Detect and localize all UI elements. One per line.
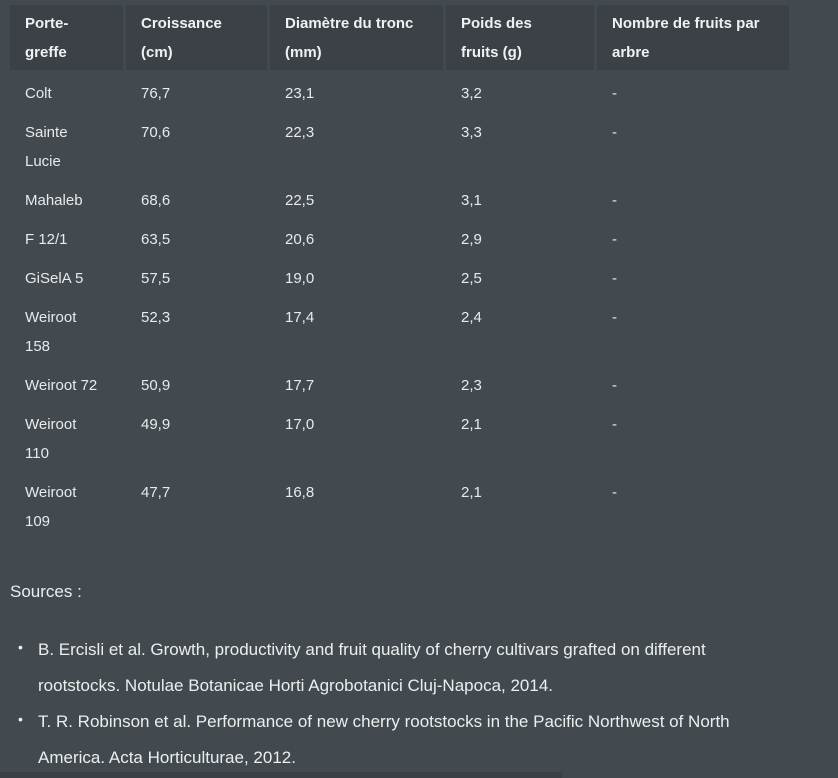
- table-cell: -: [612, 309, 617, 326]
- table-row: GiSelA 5 57,5 19,0 2,5 -: [10, 259, 789, 298]
- bullet-icon: •: [18, 639, 23, 655]
- table-header-row: Porte- greffe Croissance (cm) Diamètre d…: [10, 5, 789, 70]
- table-cell: 2,5: [461, 270, 482, 287]
- table-cell-rootstock: Sainte Lucie: [25, 124, 68, 170]
- table-cell: 17,7: [285, 377, 315, 394]
- table-cell-rootstock: F 12/1: [25, 231, 68, 248]
- table-cell: 47,7: [141, 484, 171, 501]
- table-cell: 68,6: [141, 192, 171, 209]
- table-cell: -: [612, 192, 617, 209]
- table-row: Weiroot 109 47,7 16,8 2,1 -: [10, 473, 789, 541]
- table-row: Weiroot 158 52,3 17,4 2,4 -: [10, 298, 789, 366]
- table-cell: -: [612, 85, 617, 102]
- table-cell: 63,5: [141, 231, 171, 248]
- table-cell: 23,1: [285, 85, 315, 102]
- table-cell: 19,0: [285, 270, 315, 287]
- table-cell: 3,2: [461, 85, 482, 102]
- table-cell: 2,1: [461, 416, 482, 433]
- table-row: Colt 76,7 23,1 3,2 -: [10, 70, 789, 113]
- source-item: • B. Ercisli et al. Growth, productivity…: [10, 632, 738, 704]
- table-cell: 3,3: [461, 124, 482, 141]
- table-cell-rootstock: Weiroot 72: [25, 377, 98, 394]
- column-header-porte-greffe: Porte- greffe: [10, 5, 123, 70]
- table-cell: 2,4: [461, 309, 482, 326]
- table-cell: 70,6: [141, 124, 171, 141]
- rootstock-table: Porte- greffe Croissance (cm) Diamètre d…: [7, 5, 792, 541]
- bullet-icon: •: [18, 711, 23, 727]
- table-cell: -: [612, 231, 617, 248]
- table-row: Mahaleb 68,6 22,5 3,1 -: [10, 181, 789, 220]
- table-cell: 57,5: [141, 270, 171, 287]
- table-row: F 12/1 63,5 20,6 2,9 -: [10, 220, 789, 259]
- table-cell: 76,7: [141, 85, 171, 102]
- column-header-croissance: Croissance (cm): [126, 5, 267, 70]
- table-cell-rootstock: Weiroot 109: [25, 484, 77, 530]
- table-cell-rootstock: Weiroot 158: [25, 309, 77, 355]
- table-cell: 2,9: [461, 231, 482, 248]
- table-cell: 16,8: [285, 484, 315, 501]
- source-item-text: T. R. Robinson et al. Performance of new…: [38, 712, 730, 767]
- table-cell: 50,9: [141, 377, 171, 394]
- table-cell: 52,3: [141, 309, 171, 326]
- table-cell-rootstock: Mahaleb: [25, 192, 83, 209]
- table-row: Weiroot 72 50,9 17,7 2,3 -: [10, 366, 789, 405]
- source-item-text: B. Ercisli et al. Growth, productivity a…: [38, 640, 706, 695]
- table-cell-rootstock: Weiroot 110: [25, 416, 77, 462]
- table-cell-rootstock: GiSelA 5: [25, 270, 84, 287]
- table-row: Weiroot 110 49,9 17,0 2,1 -: [10, 405, 789, 473]
- column-header-nombre-fruits: Nombre de fruits par arbre: [597, 5, 789, 70]
- table-cell: -: [612, 124, 617, 141]
- table-cell: 2,1: [461, 484, 482, 501]
- table-cell: 20,6: [285, 231, 315, 248]
- table-cell: 22,3: [285, 124, 315, 141]
- table-cell: 17,4: [285, 309, 315, 326]
- column-header-poids-fruits: Poids des fruits (g): [446, 5, 594, 70]
- table-cell: 49,9: [141, 416, 171, 433]
- table-cell: 3,1: [461, 192, 482, 209]
- sources-list: • B. Ercisli et al. Growth, productivity…: [0, 632, 838, 776]
- table-row: Sainte Lucie 70,6 22,3 3,3 -: [10, 113, 789, 181]
- table-cell: -: [612, 377, 617, 394]
- table-cell: -: [612, 416, 617, 433]
- table-cell: -: [612, 270, 617, 287]
- table-cell: 22,5: [285, 192, 315, 209]
- table-cell: -: [612, 484, 617, 501]
- sources-heading: Sources :: [10, 582, 82, 601]
- table-cell: 2,3: [461, 377, 482, 394]
- table-cell: 17,0: [285, 416, 315, 433]
- source-item: • T. R. Robinson et al. Performance of n…: [10, 704, 738, 776]
- column-header-diametre-tronc: Diamètre du tronc (mm): [270, 5, 443, 70]
- table-cell-rootstock: Colt: [25, 85, 52, 102]
